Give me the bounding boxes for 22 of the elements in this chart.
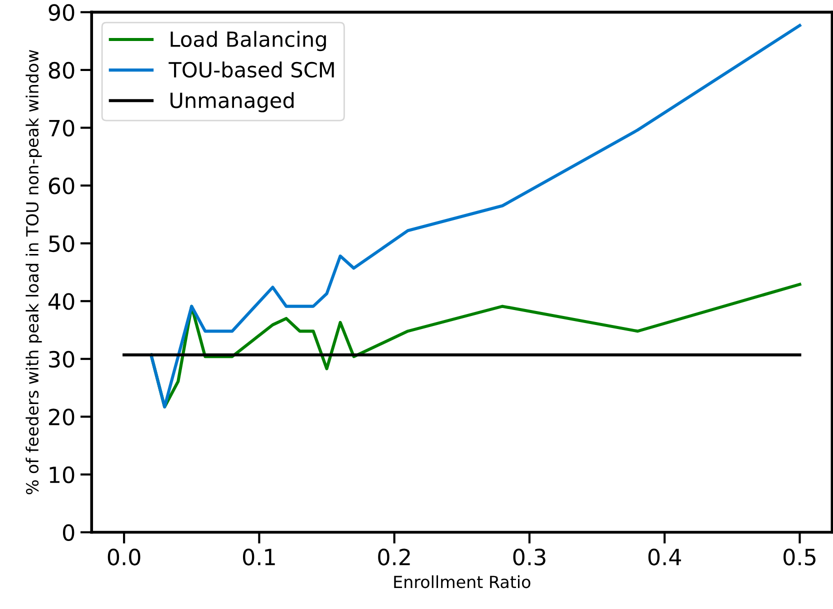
legend-label: Unmanaged xyxy=(170,92,294,112)
x-tick-label: 0.5 xyxy=(784,548,816,566)
y-tick-label: 0 xyxy=(62,524,74,542)
x-axis-title: Enrollment Ratio xyxy=(394,575,530,588)
y-tick-label: 40 xyxy=(48,293,74,310)
x-tick-label: 0.2 xyxy=(378,548,410,566)
y-axis-title: % of feeders with peak load in TOU non-peak window xyxy=(26,50,42,494)
y-tick-label: 80 xyxy=(48,62,74,79)
y-tick-label: 50 xyxy=(49,235,74,252)
y-tick-label: 90 xyxy=(48,4,74,21)
x-tick-label: 0.0 xyxy=(108,548,140,566)
x-tick-label: 0.1 xyxy=(242,548,275,566)
legend-label: Load Balancing xyxy=(170,30,326,52)
y-tick-label: 70 xyxy=(49,120,74,137)
y-tick-label: 30 xyxy=(49,350,74,368)
legend-label: TOU-based SCM xyxy=(168,62,334,78)
y-tick-label: 60 xyxy=(48,177,74,194)
x-tick-label: 0.4 xyxy=(648,548,682,566)
y-tick-label: 10 xyxy=(50,466,74,484)
line-series xyxy=(150,24,802,408)
x-tick-label: 0.3 xyxy=(513,548,546,566)
y-tick-label: 20 xyxy=(49,408,74,426)
